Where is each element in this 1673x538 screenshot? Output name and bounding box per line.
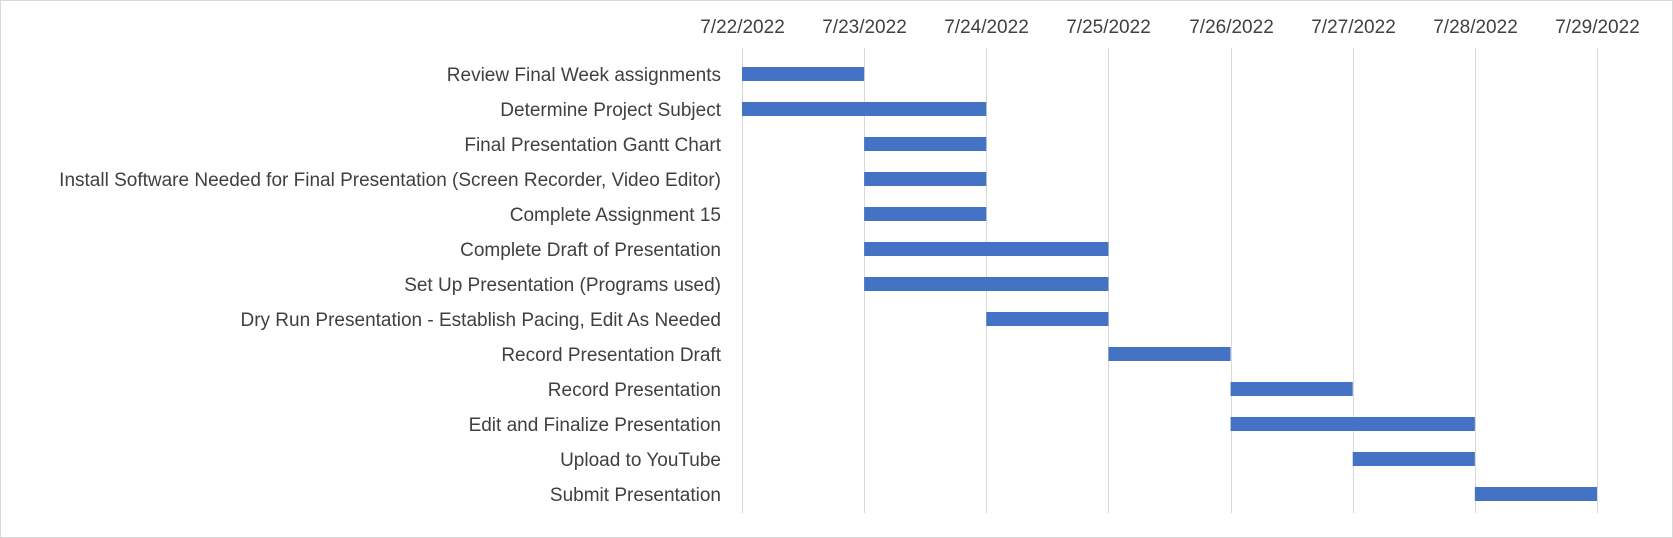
- task-label: Set Up Presentation (Programs used): [404, 275, 721, 296]
- x-tick-label: 7/27/2022: [1311, 17, 1396, 38]
- task-bar: [1230, 382, 1353, 396]
- task-label: Install Software Needed for Final Presen…: [59, 170, 721, 191]
- task-label: Record Presentation Draft: [501, 345, 721, 366]
- task-bar: [742, 67, 865, 81]
- task-bars: [742, 67, 1597, 501]
- x-tick-label: 7/22/2022: [700, 17, 785, 38]
- x-tick-label: 7/28/2022: [1433, 17, 1518, 38]
- x-tick-label: 7/29/2022: [1555, 17, 1640, 38]
- task-bar: [864, 172, 987, 186]
- task-bar: [986, 312, 1109, 326]
- task-bar: [1230, 417, 1475, 431]
- task-label: Complete Assignment 15: [510, 205, 721, 226]
- task-label: Upload to YouTube: [560, 450, 721, 471]
- task-label: Complete Draft of Presentation: [460, 240, 721, 261]
- task-label: Final Presentation Gantt Chart: [464, 135, 721, 156]
- x-axis-ticks: 7/22/2022 7/23/2022 7/24/2022 7/25/2022 7/26…: [700, 17, 1640, 38]
- x-tick-label: 7/25/2022: [1066, 17, 1151, 38]
- x-tick-label: 7/26/2022: [1189, 17, 1274, 38]
- task-bar: [864, 207, 987, 221]
- task-bar: [1474, 487, 1597, 501]
- task-label: Edit and Finalize Presentation: [469, 415, 721, 436]
- task-bar: [1108, 347, 1231, 361]
- task-label: Dry Run Presentation - Establish Pacing,…: [240, 310, 721, 331]
- task-labels: Review Final Week assignments Determine P…: [59, 65, 722, 506]
- x-tick-label: 7/24/2022: [944, 17, 1029, 38]
- x-tick-label: 7/23/2022: [822, 17, 907, 38]
- task-bar: [1352, 452, 1475, 466]
- task-bar: [864, 242, 1109, 256]
- task-label: Submit Presentation: [550, 485, 721, 506]
- task-label: Determine Project Subject: [500, 100, 721, 121]
- task-bar: [742, 102, 987, 116]
- task-label: Record Presentation: [548, 380, 721, 401]
- task-bar: [864, 137, 987, 151]
- task-bar: [864, 277, 1109, 291]
- task-label: Review Final Week assignments: [447, 65, 721, 86]
